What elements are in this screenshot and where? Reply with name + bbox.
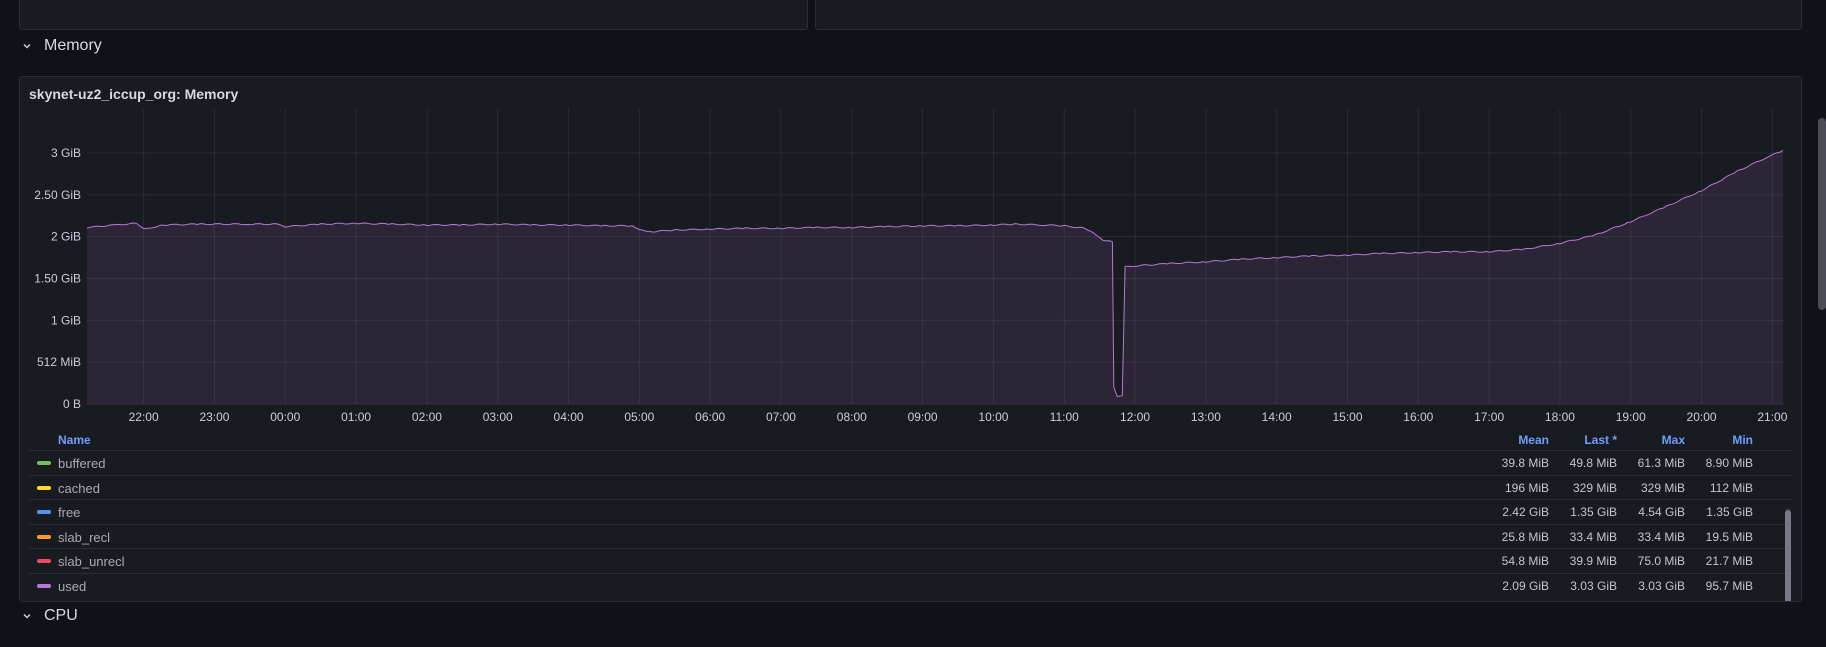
x-tick-label: 16:00 (1403, 410, 1433, 424)
legend-last: 3.03 GiB (1570, 578, 1617, 593)
legend-series-name[interactable]: cached (58, 480, 100, 496)
legend-header: Name Mean Last * Max Min (29, 428, 1793, 451)
legend-row-slab-recl[interactable]: slab_recl 25.8 MiB 33.4 MiB 33.4 MiB 19.… (29, 525, 1793, 549)
x-tick-label: 07:00 (766, 410, 796, 424)
legend-series-name[interactable]: slab_recl (58, 529, 111, 545)
panel-title[interactable]: skynet-uz2_iccup_org: Memory (29, 86, 239, 102)
y-tick-label: 0 B (63, 397, 81, 411)
x-tick-label: 18:00 (1545, 410, 1575, 424)
legend-min: 21.7 MiB (1705, 554, 1753, 568)
y-tick-label: 1 GiB (51, 313, 81, 327)
row-header-memory[interactable]: Memory (20, 37, 102, 55)
x-tick-label: 17:00 (1474, 410, 1504, 424)
top-left-panel (19, 0, 808, 30)
legend-scrollbar-thumb[interactable] (1785, 510, 1791, 601)
x-tick-label: 14:00 (1262, 410, 1292, 424)
legend-max: 33.4 MiB (1637, 529, 1685, 544)
legend-max: 61.3 MiB (1637, 456, 1685, 470)
chevron-down-icon (20, 609, 34, 623)
legend-scrollbar[interactable] (1785, 508, 1791, 601)
legend-swatch (37, 583, 51, 588)
chevron-down-icon (20, 39, 34, 53)
x-tick-label: 15:00 (1332, 410, 1362, 424)
legend-max: 329 MiB (1640, 480, 1685, 495)
x-tick-label: 05:00 (624, 410, 654, 424)
legend-min: 95.7 MiB (1705, 578, 1753, 593)
series-area-used (87, 150, 1783, 404)
legend-min: 112 MiB (1709, 480, 1753, 495)
y-tick-label: 2 GiB (51, 230, 81, 244)
top-right-panel (815, 0, 1802, 30)
legend-row-cached[interactable]: cached 196 MiB 329 MiB 329 MiB 112 MiB (29, 476, 1793, 500)
legend-row-free[interactable]: free 2.42 GiB 1.35 GiB 4.54 GiB 1.35 GiB (29, 500, 1793, 525)
legend-swatch (37, 534, 51, 539)
x-tick-label: 13:00 (1191, 410, 1221, 424)
legend-mean: 196 MiB (1504, 480, 1549, 495)
legend-mean: 2.09 GiB (1502, 578, 1549, 593)
legend-row-slab-unrecl[interactable]: slab_unrecl 54.8 MiB 39.9 MiB 75.0 MiB 2… (29, 549, 1793, 574)
legend-last: 1.35 GiB (1570, 505, 1617, 519)
legend-header-max[interactable]: Max (1661, 433, 1685, 447)
legend-min: 1.35 GiB (1706, 505, 1753, 519)
x-tick-label: 23:00 (199, 410, 229, 424)
memory-panel: skynet-uz2_iccup_org: Memory 22:00 23:00 0… (19, 76, 1802, 602)
legend-mean: 25.8 MiB (1501, 529, 1549, 544)
x-tick-label: 03:00 (483, 410, 513, 424)
legend-swatch (37, 485, 51, 490)
legend-series-name[interactable]: buffered (58, 456, 106, 471)
page-scrollbar[interactable] (1818, 118, 1826, 310)
legend-last: 49.8 MiB (1569, 456, 1617, 470)
legend-table: Name Mean Last * Max Min buffered 39.8 M… (29, 428, 1793, 597)
legend-max: 3.03 GiB (1638, 578, 1685, 593)
y-tick-label: 2.50 GiB (34, 188, 81, 202)
row-title: CPU (44, 607, 78, 624)
legend-header-name[interactable]: Name (58, 433, 91, 447)
x-tick-label: 09:00 (908, 410, 938, 424)
x-tick-label: 01:00 (341, 410, 371, 424)
legend-header-min[interactable]: Min (1732, 433, 1753, 447)
memory-chart[interactable]: 22:00 23:00 00:00 01:00 02:00 03:00 04:00 05:00… (20, 77, 1801, 427)
x-tick-label: 21:00 (1757, 410, 1787, 424)
legend-swatch (37, 510, 51, 514)
legend-min: 19.5 MiB (1705, 529, 1753, 544)
series-line-used (86, 150, 1784, 398)
x-tick-label: 00:00 (270, 410, 300, 424)
x-tick-label: 10:00 (978, 410, 1008, 424)
legend-mean: 54.8 MiB (1501, 554, 1549, 568)
x-tick-label: 12:00 (1120, 410, 1150, 424)
x-tick-label: 04:00 (554, 410, 584, 424)
x-tick-label: 06:00 (695, 410, 725, 424)
y-tick-label: 1.50 GiB (34, 272, 81, 286)
legend-mean: 39.8 MiB (1501, 456, 1549, 470)
legend-last: 329 MiB (1572, 480, 1617, 495)
row-title: Memory (44, 37, 102, 54)
legend-last: 39.9 MiB (1569, 554, 1617, 568)
legend-header-last[interactable]: Last * (1584, 433, 1617, 447)
legend-max: 75.0 MiB (1637, 554, 1685, 568)
legend-series-name[interactable]: used (58, 578, 87, 594)
x-tick-label: 02:00 (412, 410, 442, 424)
x-tick-label: 11:00 (1050, 410, 1079, 424)
x-tick-label: 08:00 (837, 410, 867, 424)
legend-max: 4.54 GiB (1638, 505, 1685, 519)
legend-mean: 2.42 GiB (1502, 505, 1549, 519)
row-header-cpu[interactable]: CPU (20, 607, 78, 625)
legend-row-used[interactable]: used 2.09 GiB 3.03 GiB 3.03 GiB 95.7 MiB (29, 574, 1793, 598)
x-tick-label: 20:00 (1687, 410, 1717, 424)
legend-series-name[interactable]: free (58, 505, 81, 520)
legend-row-buffered[interactable]: buffered 39.8 MiB 49.8 MiB 61.3 MiB 8.90… (29, 451, 1793, 476)
legend-header-mean[interactable]: Mean (1518, 433, 1549, 447)
x-tick-label: 19:00 (1616, 410, 1646, 424)
x-tick-label: 22:00 (129, 410, 159, 424)
legend-swatch (37, 461, 51, 465)
legend-series-name[interactable]: slab_unrecl (58, 554, 125, 569)
legend-min: 8.90 MiB (1705, 456, 1753, 470)
legend-swatch (37, 559, 51, 563)
y-tick-label: 3 GiB (51, 146, 81, 160)
y-tick-label: 512 MiB (37, 355, 81, 369)
legend-last: 33.4 MiB (1569, 529, 1617, 544)
